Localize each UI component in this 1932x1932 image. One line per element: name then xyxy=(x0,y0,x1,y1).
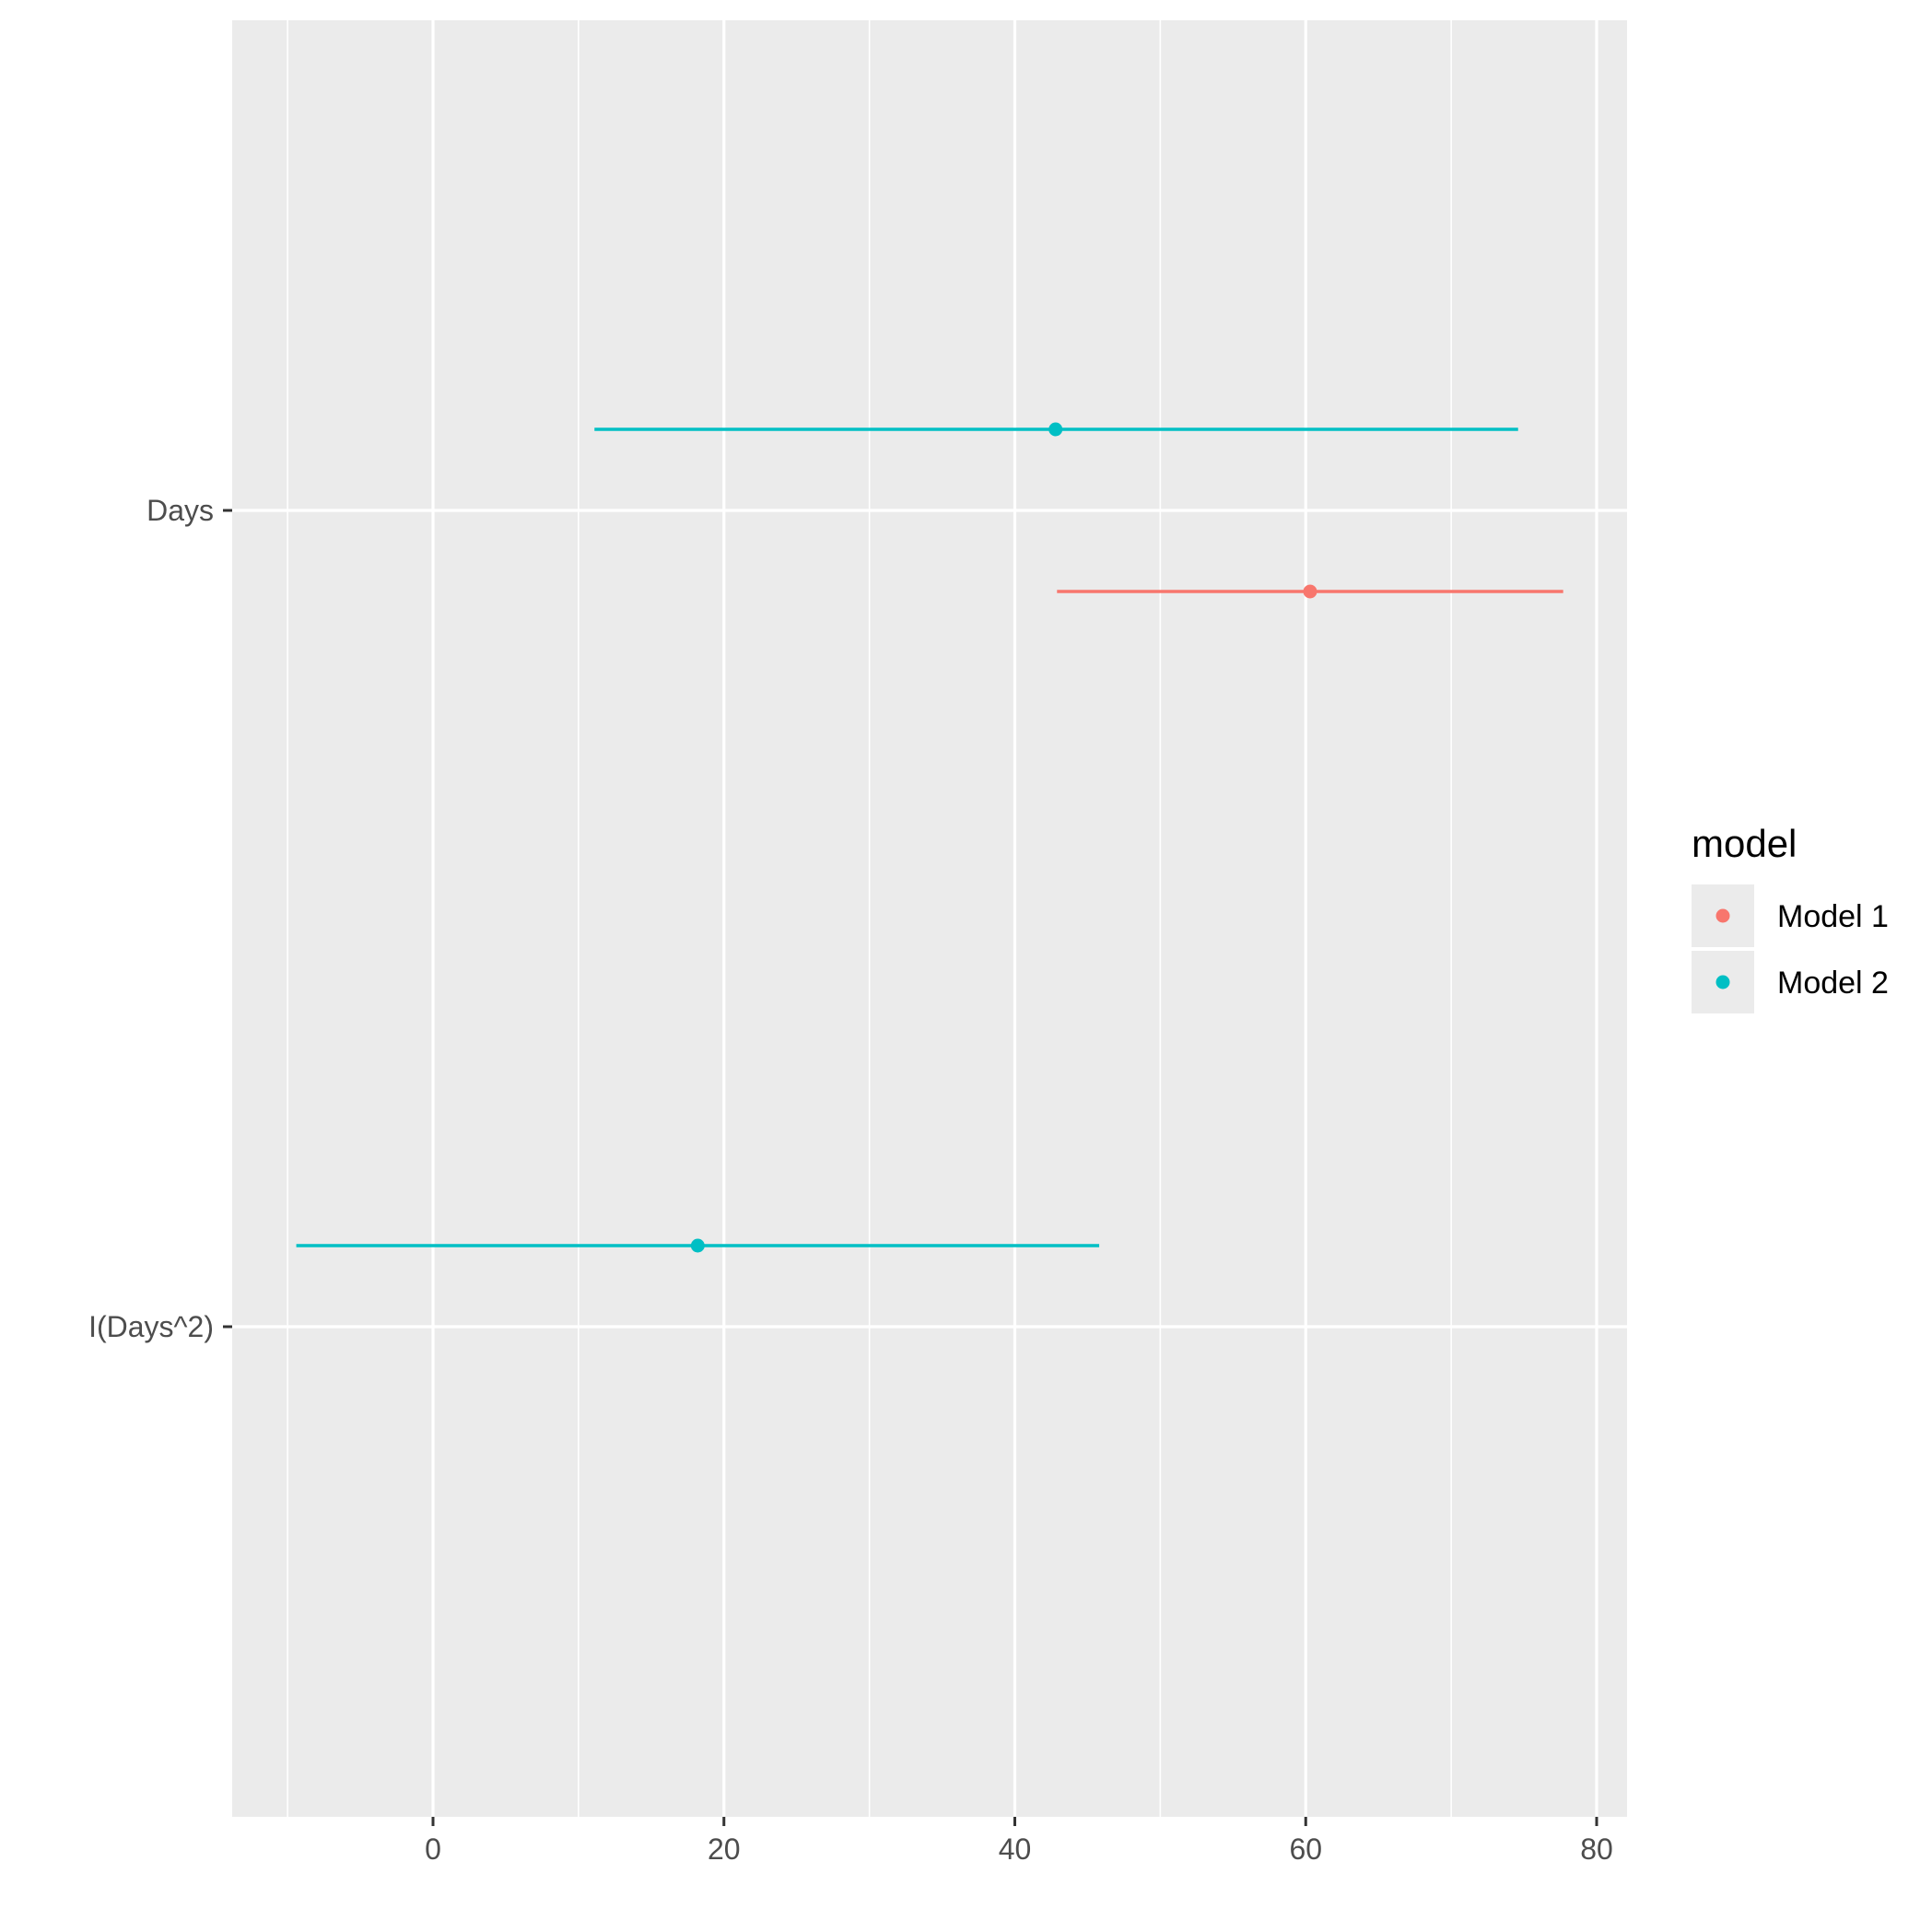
minor-gridlines xyxy=(287,20,1452,1817)
legend-title: model xyxy=(1692,822,1797,865)
x-tick-label: 20 xyxy=(708,1832,741,1866)
y-axis: Days I(Days^2) xyxy=(88,494,232,1343)
legend-marker xyxy=(1715,975,1730,989)
x-axis: 0 20 40 60 80 xyxy=(425,1817,1613,1866)
estimate-point xyxy=(1048,422,1063,437)
x-tick-label: 40 xyxy=(999,1832,1032,1866)
legend-label: Model 2 xyxy=(1777,966,1889,1001)
legend-label: Model 1 xyxy=(1777,899,1889,934)
estimate-point xyxy=(1303,584,1317,599)
data-marks xyxy=(296,422,1563,1253)
major-gridlines xyxy=(232,20,1627,1817)
legend: model Model 1 Model 2 xyxy=(1692,822,1889,1013)
x-tick-label: 60 xyxy=(1289,1832,1322,1866)
x-tick-label: 80 xyxy=(1580,1832,1613,1866)
estimate-point xyxy=(690,1238,705,1253)
x-tick-label: 0 xyxy=(425,1832,441,1866)
legend-marker xyxy=(1715,908,1730,923)
plot-panel xyxy=(232,20,1627,1817)
y-tick-label: Days xyxy=(146,494,214,527)
y-tick-label: I(Days^2) xyxy=(88,1310,214,1343)
